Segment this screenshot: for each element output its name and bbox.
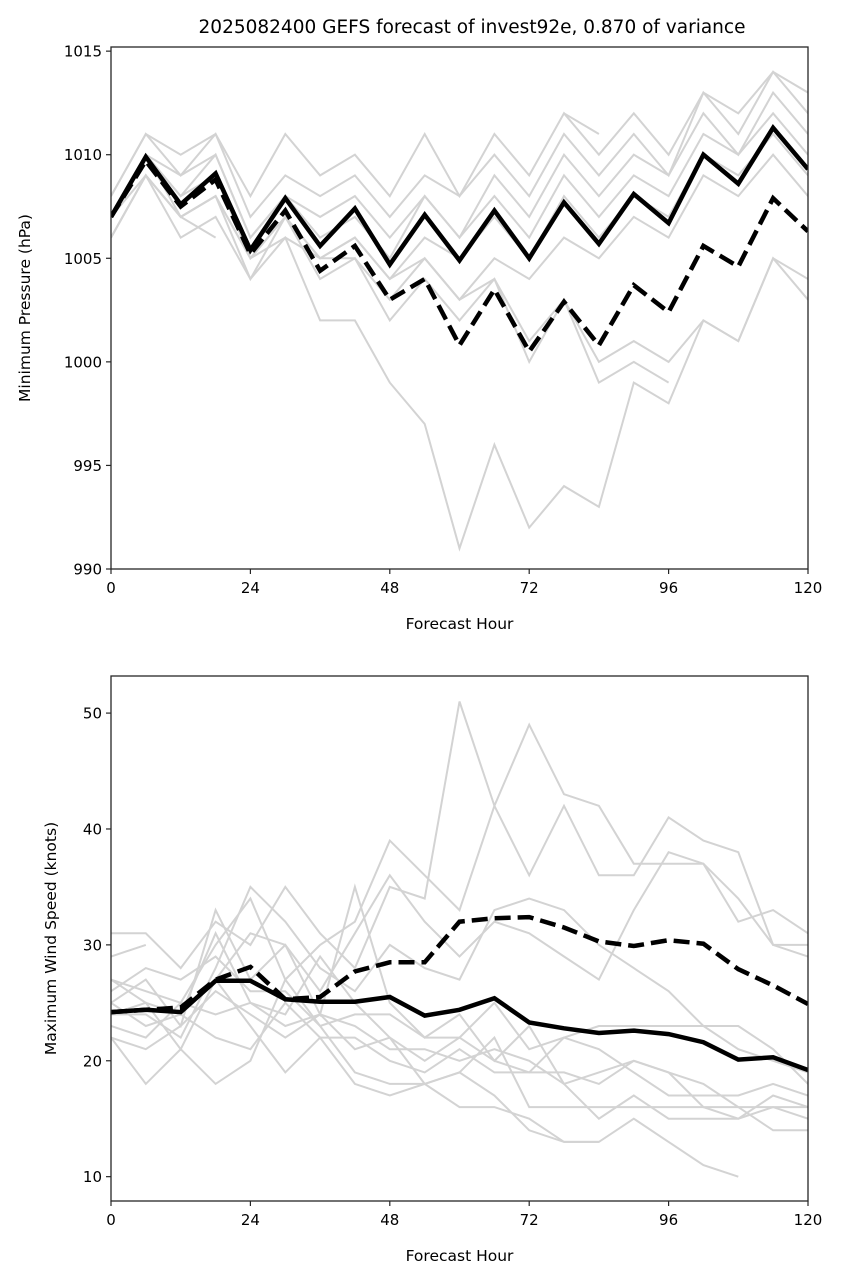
y-tick-label: 990 <box>73 561 102 579</box>
y-tick-label: 1005 <box>64 250 102 268</box>
dashed-series-line <box>111 914 808 1015</box>
y-axis-label: Maximum Wind Speed (knots) <box>42 822 60 1055</box>
mean-series-line <box>111 978 808 1073</box>
x-tick-label: 0 <box>106 579 116 597</box>
ensemble-member-line <box>111 152 670 385</box>
y-tick-label: 20 <box>83 1052 102 1070</box>
y-tick-label: 1015 <box>64 43 102 61</box>
x-axis-label: Forecast Hour <box>406 615 514 633</box>
main-series <box>111 123 808 356</box>
y-axis: 10 20 30 40 50 <box>83 705 111 1186</box>
mean-series-line <box>111 123 808 269</box>
x-tick-label: 72 <box>520 579 539 597</box>
ensemble-members <box>111 70 808 552</box>
ensemble-member-line <box>111 111 808 261</box>
wind-chart: 0 24 48 72 96 120 10 20 30 40 50 Forecast Hour Ma… <box>42 675 822 1265</box>
x-tick-label: 0 <box>106 1211 116 1229</box>
x-tick-label: 96 <box>659 1211 678 1229</box>
ensemble-member-line <box>111 152 808 552</box>
ensemble-member-line <box>111 989 808 1120</box>
ensemble-members <box>111 701 808 1178</box>
x-tick-label: 48 <box>380 1211 399 1229</box>
ensemble-member-line <box>111 173 808 364</box>
ensemble-member-line <box>111 112 600 239</box>
ensemble-member-line <box>111 701 808 970</box>
ensemble-member-line <box>111 885 808 1074</box>
x-tick-label: 48 <box>380 579 399 597</box>
pressure-chart: 0 24 48 72 96 120 990 995 1000 1005 1010 1015 Fore… <box>16 43 822 633</box>
ensemble-member-line <box>111 70 808 219</box>
y-tick-label: 40 <box>83 820 102 838</box>
y-tick-label: 1000 <box>64 353 102 371</box>
x-tick-label: 120 <box>794 1211 823 1229</box>
y-tick-label: 995 <box>73 457 102 475</box>
main-series <box>111 914 808 1073</box>
ensemble-member-line <box>111 1001 808 1120</box>
x-axis: 0 24 48 72 96 120 <box>106 569 822 597</box>
ensemble-member-line <box>111 955 808 1085</box>
ensemble-member-line <box>111 722 808 1005</box>
y-axis-label: Minimum Pressure (hPa) <box>16 214 34 402</box>
x-axis: 0 24 48 72 96 120 <box>106 1201 822 1229</box>
chart-title: 2025082400 GEFS forecast of invest92e, 0… <box>199 17 746 38</box>
ensemble-member-line <box>111 850 808 1029</box>
y-tick-label: 50 <box>83 705 102 723</box>
x-tick-label: 24 <box>241 579 260 597</box>
plot-frame <box>110 675 809 1202</box>
y-axis: 990 995 1000 1005 1010 1015 <box>64 43 111 579</box>
x-tick-label: 72 <box>520 1211 539 1229</box>
x-axis-label: Forecast Hour <box>406 1247 514 1265</box>
x-tick-label: 24 <box>241 1211 260 1229</box>
y-tick-label: 10 <box>83 1168 102 1186</box>
y-tick-label: 1010 <box>64 146 102 164</box>
ensemble-member-line <box>111 930 739 1178</box>
y-tick-label: 30 <box>83 936 102 954</box>
plot-frame <box>110 46 809 570</box>
x-tick-label: 120 <box>794 579 823 597</box>
x-tick-label: 96 <box>659 579 678 597</box>
ensemble-member-line <box>111 977 599 1143</box>
dashed-series-line <box>111 156 808 356</box>
